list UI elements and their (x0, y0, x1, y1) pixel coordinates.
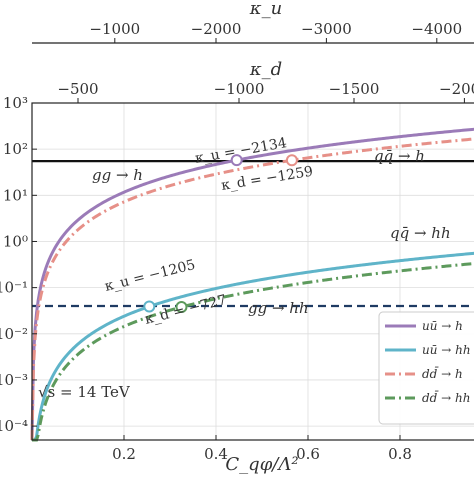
reference-lines (32, 160, 474, 308)
annotation-gg-h: gg → h (92, 166, 143, 184)
legend-label-uu-h: uū → h (422, 319, 463, 333)
annotation-qq-hh: qq̄ → hh (390, 224, 451, 242)
y-tick-label: 10² (3, 140, 28, 158)
top-d-tick-label: −2000 (439, 80, 474, 98)
annotation-ku-1205: κ_u = −1205 (103, 257, 197, 295)
plot-frame (31, 102, 474, 441)
top-u-tick-label: −1000 (89, 20, 140, 38)
intersection-marker (230, 154, 243, 167)
top-u-tick-label: −4000 (411, 20, 462, 38)
top-u-tick-label: −3000 (301, 20, 352, 38)
series-line (32, 251, 474, 442)
annotation-kd-1259: κ_d = −1259 (220, 164, 314, 194)
marker-group (143, 154, 298, 314)
y-tick-label: 10⁰ (3, 232, 28, 250)
y-tick-label: 10⁻² (0, 325, 28, 343)
y-tick-label: 10¹ (3, 186, 28, 204)
annotation-kd-727: κ_d = −727 (143, 292, 228, 328)
series-line (30, 127, 474, 441)
top-axis-u-label: κ_u (249, 0, 282, 19)
annotation-energy: √s = 14 TeV (38, 383, 131, 401)
legend: uū → h uū → hh dd̄ → h dd̄ → hh (378, 311, 474, 425)
y-tick-label: 10³ (3, 94, 28, 112)
intersection-marker (143, 300, 156, 313)
top-d-tick-label: −500 (57, 80, 98, 98)
x-tick-label: 0.4 (204, 445, 228, 463)
tick-group: 0.2 0.4 0.6 0.8 10³ 10² 10¹ 10⁰ 10⁻¹ 10⁻² 10⁻³ 10⁻⁴… (0, 20, 474, 463)
x-axis-label: C_qφ/Λ² (225, 454, 298, 474)
x-tick-label: 0.6 (296, 445, 320, 463)
legend-box (378, 311, 474, 425)
annotation-gg-hh: gg → hh (248, 299, 309, 317)
top-axis-d-label: κ_d (249, 59, 282, 80)
y-tick-label: 10⁻³ (0, 371, 28, 389)
intersection-marker (285, 154, 298, 167)
x-tick-label: 0.2 (112, 445, 136, 463)
top-d-tick-label: −1500 (329, 80, 380, 98)
x-tick-label: 0.8 (388, 445, 412, 463)
series-group (30, 127, 474, 442)
y-tick-label: 10⁻⁴ (0, 417, 28, 435)
legend-label-dd-hh: dd̄ → hh (422, 389, 471, 405)
legend-label-uu-hh: uū → hh (422, 343, 471, 357)
annotation-qq-h: qq̄ → h (374, 147, 425, 165)
intersection-marker (175, 301, 188, 314)
y-tick-label: 10⁻¹ (0, 279, 28, 297)
top-d-tick-label: −1000 (214, 80, 265, 98)
legend-label-dd-h: dd̄ → h (422, 365, 463, 381)
top-u-tick-label: −2000 (191, 20, 242, 38)
